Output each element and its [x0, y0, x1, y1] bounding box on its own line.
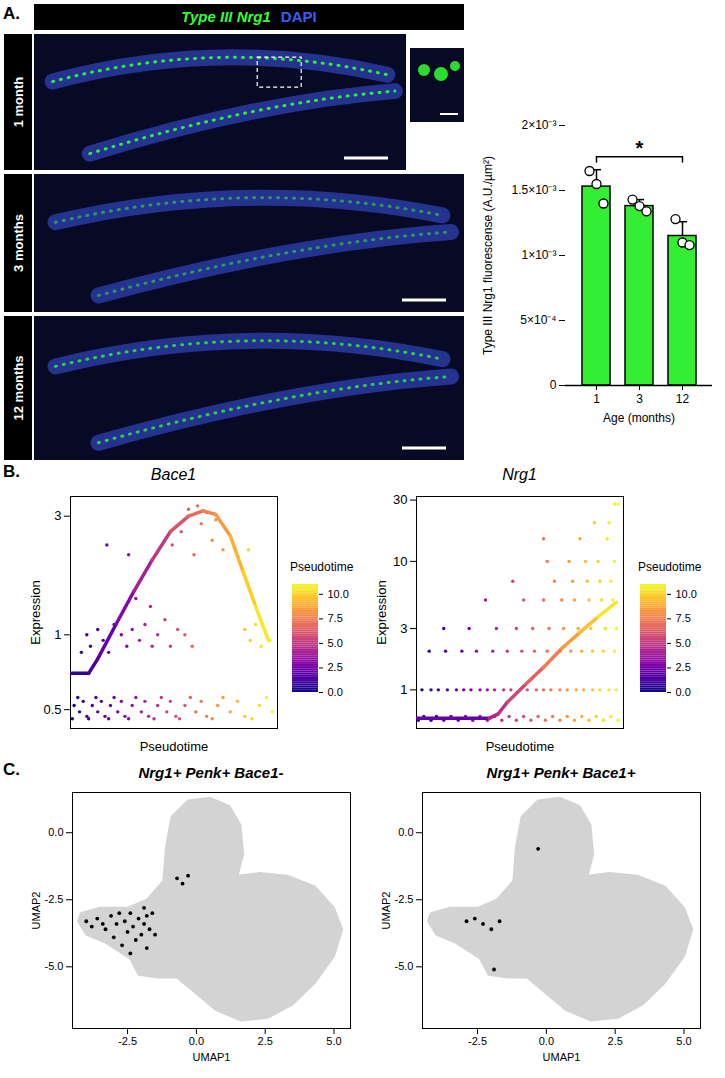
- svg-text:2×10⁻³: 2×10⁻³: [521, 118, 556, 132]
- svg-text:12 months: 12 months: [11, 355, 26, 420]
- svg-text:10.0: 10.0: [676, 588, 697, 600]
- html-text:Pseudotime: Pseudotime: [638, 560, 702, 574]
- svg-text:5.0: 5.0: [676, 637, 691, 649]
- svg-text:2.5: 2.5: [328, 661, 343, 673]
- svg-text:Pseudotime: Pseudotime: [486, 739, 555, 754]
- svg-text:-5.0: -5.0: [395, 960, 414, 972]
- svg-text:UMAP1: UMAP1: [193, 1051, 231, 1063]
- svg-text:UMAP1: UMAP1: [543, 1051, 581, 1063]
- svg-text:Pseudotime: Pseudotime: [140, 739, 209, 754]
- svg-text:-2.5: -2.5: [395, 893, 414, 905]
- svg-text:30: 30: [393, 492, 407, 507]
- svg-text:-2.5: -2.5: [118, 1035, 137, 1047]
- html-text:C.: C.: [3, 760, 20, 779]
- svg-text:UMAP2: UMAP2: [380, 892, 392, 930]
- svg-text:5×10⁻⁴: 5×10⁻⁴: [520, 313, 556, 327]
- svg-text:0.5: 0.5: [43, 702, 61, 717]
- svg-text:2.5: 2.5: [608, 1035, 623, 1047]
- svg-text:UMAP2: UMAP2: [30, 892, 42, 930]
- html-text:B.: B.: [3, 462, 20, 481]
- svg-text:Age (months): Age (months): [603, 411, 675, 425]
- svg-text:7.5: 7.5: [676, 612, 691, 624]
- html-text:Nrg1+ Penk+ Bace1-: Nrg1+ Penk+ Bace1-: [138, 764, 284, 781]
- svg-text:Expression: Expression: [374, 580, 389, 644]
- svg-text:1: 1: [593, 392, 600, 406]
- svg-text:*: *: [636, 137, 644, 159]
- svg-text:10.0: 10.0: [328, 588, 349, 600]
- html-text:Bace1: Bace1: [150, 466, 197, 483]
- svg-text:12: 12: [676, 392, 690, 406]
- svg-text:0.0: 0.0: [189, 1035, 204, 1047]
- svg-text:10: 10: [393, 554, 407, 569]
- svg-text:-2.5: -2.5: [45, 893, 64, 905]
- svg-text:1 month: 1 month: [11, 77, 26, 128]
- svg-text:3: 3: [636, 392, 643, 406]
- svg-text:5.0: 5.0: [676, 1035, 691, 1047]
- svg-text:7.5: 7.5: [328, 612, 343, 624]
- svg-text:-5.0: -5.0: [45, 960, 64, 972]
- html-text:Nrg1+ Penk+ Bace1+: Nrg1+ Penk+ Bace1+: [486, 764, 636, 781]
- svg-text:5.0: 5.0: [326, 1035, 341, 1047]
- svg-text:1: 1: [400, 682, 407, 697]
- svg-text:0.0: 0.0: [48, 826, 63, 838]
- html-text:Pseudotime: Pseudotime: [290, 560, 354, 574]
- html-text:Nrg1: Nrg1: [502, 466, 537, 483]
- svg-text:1×10⁻³: 1×10⁻³: [521, 248, 556, 262]
- svg-text:3: 3: [400, 621, 407, 636]
- svg-text:0.0: 0.0: [676, 686, 691, 698]
- svg-text:Type III Nrg1 fluorescense (A.: Type III Nrg1 fluorescense (A.U./µm²): [481, 156, 495, 355]
- svg-text:0.0: 0.0: [398, 826, 413, 838]
- svg-text:Expression: Expression: [28, 580, 43, 644]
- svg-text:0.0: 0.0: [539, 1035, 554, 1047]
- svg-text:3 months: 3 months: [11, 214, 26, 272]
- svg-text:1: 1: [54, 627, 61, 642]
- svg-text:Type III Nrg1DAPI: Type III Nrg1DAPI: [181, 8, 316, 25]
- svg-text:5.0: 5.0: [328, 637, 343, 649]
- html-text:A.: A.: [3, 4, 20, 23]
- svg-text:1.5×10⁻³: 1.5×10⁻³: [511, 183, 556, 197]
- svg-text:2.5: 2.5: [676, 661, 691, 673]
- svg-text:2.5: 2.5: [258, 1035, 273, 1047]
- svg-text:0.0: 0.0: [328, 686, 343, 698]
- svg-text:-2.5: -2.5: [468, 1035, 487, 1047]
- svg-text:3: 3: [54, 508, 61, 523]
- svg-text:0: 0: [550, 378, 557, 392]
